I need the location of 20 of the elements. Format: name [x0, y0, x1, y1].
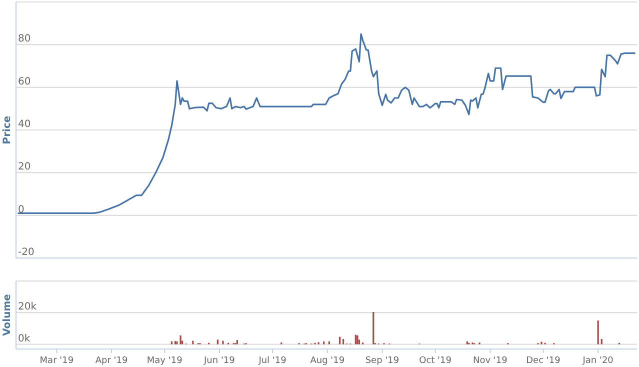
y-axis-title: Volume: [2, 294, 13, 336]
y-axis-title: Price: [2, 116, 13, 144]
x-tick-label: Jan '20: [582, 356, 614, 366]
x-tick-label: Mar '19: [40, 356, 74, 366]
y-tick-label: 20: [18, 162, 31, 173]
x-tick-label: Aug '19: [310, 356, 345, 366]
y-tick-label: 80: [18, 34, 31, 45]
y-tick-label: 20k: [18, 302, 37, 313]
x-tick-label: Dec '19: [526, 356, 561, 366]
x-tick-label: Jul '19: [258, 356, 287, 366]
x-tick-label: Jun '19: [203, 356, 236, 366]
y-tick-label: 40: [18, 119, 31, 130]
y-tick-label: 0k: [18, 333, 30, 344]
x-tick-label: Sep '19: [365, 356, 400, 366]
x-tick-label: Oct '19: [419, 356, 452, 366]
y-tick-label: 60: [18, 76, 31, 88]
x-tick-label: May '19: [146, 356, 183, 366]
x-tick-label: Apr '19: [95, 356, 128, 366]
x-tick-label: Nov '19: [472, 356, 508, 366]
y-tick-label: -20: [18, 247, 34, 258]
